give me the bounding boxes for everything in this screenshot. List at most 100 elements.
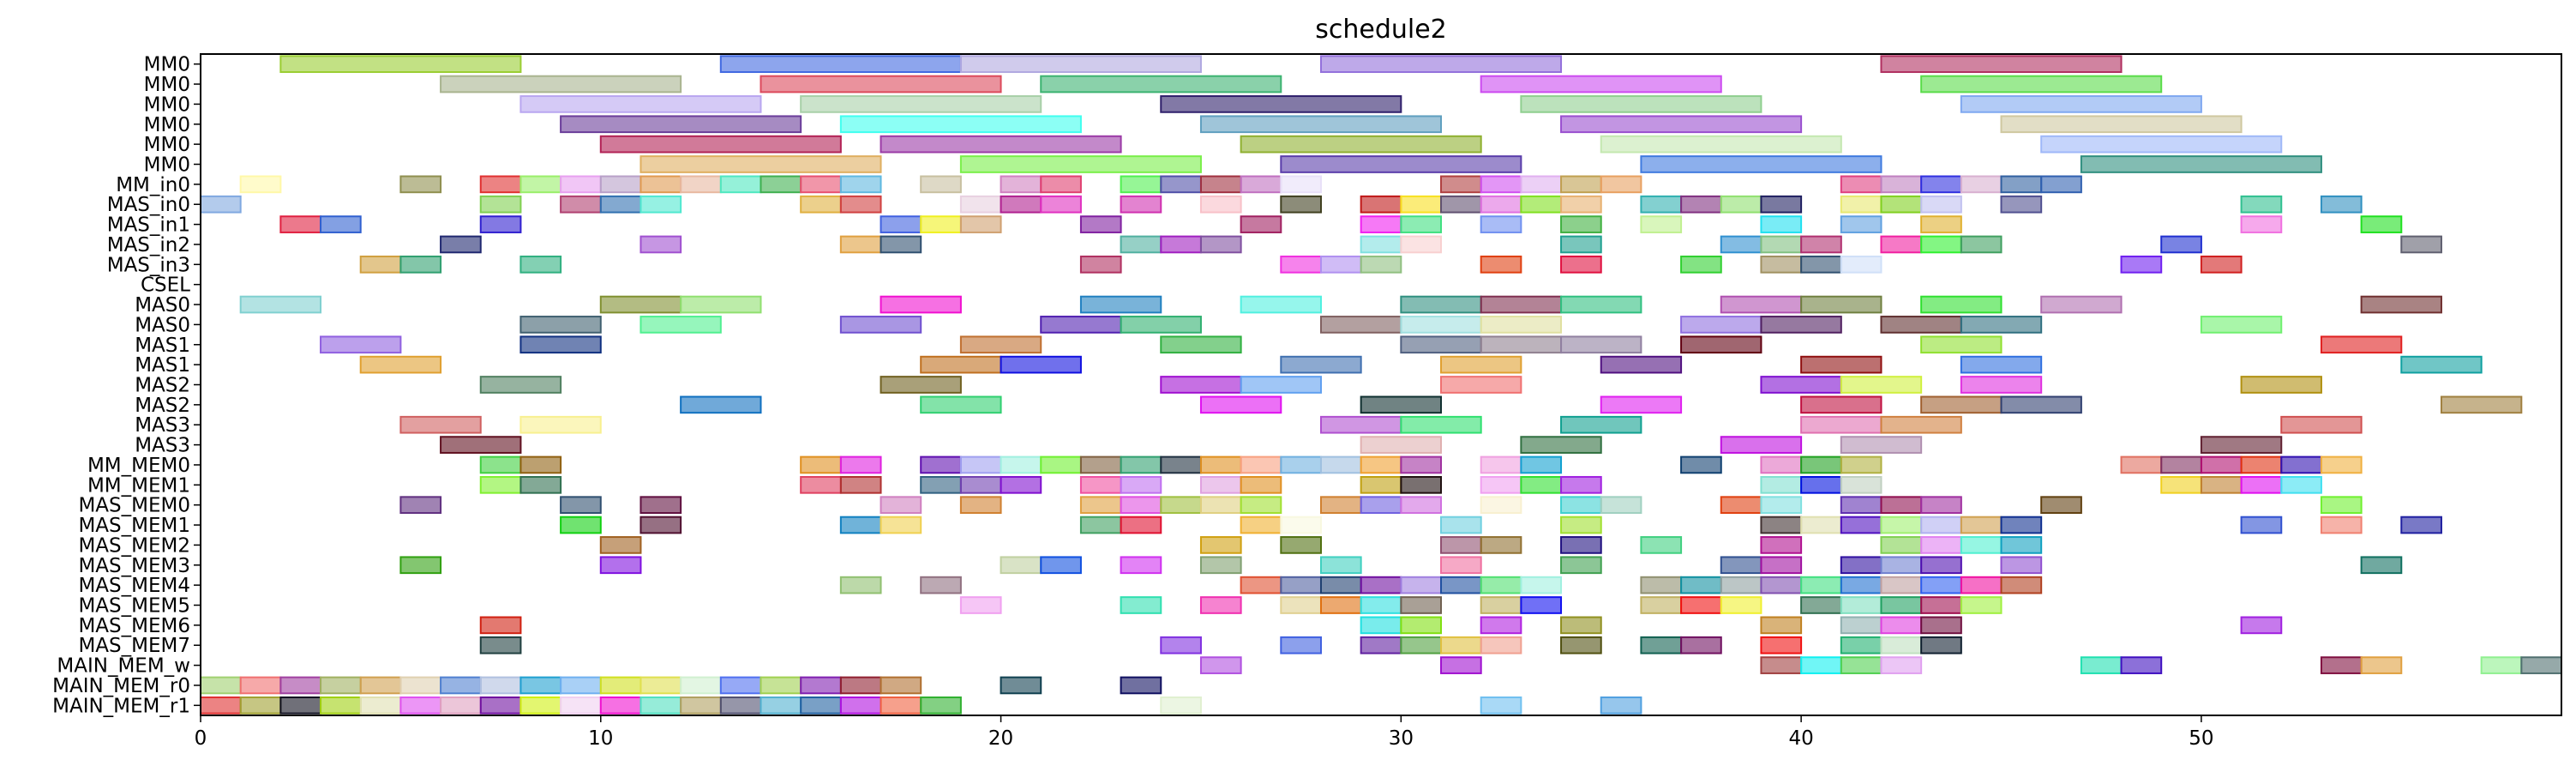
task-bar [1360,195,1402,214]
task-bar [1640,155,1882,173]
task-bar [2240,215,2283,233]
task-bar [1960,516,2003,534]
task-bar [1840,636,1882,654]
task-bar [2080,656,2123,674]
task-bar [1720,576,1762,594]
task-bar [2000,195,2043,214]
task-bar [880,496,922,515]
task-bar [1640,636,1683,654]
task-bar [560,516,602,534]
task-bar [1280,596,1322,614]
y-tick-label: MAS2 [135,375,190,397]
task-bar [1920,496,1962,515]
task-bar [1760,556,1803,575]
task-bar [399,676,442,695]
task-bar [479,195,522,214]
task-bar [1160,235,1202,254]
task-bar [920,455,962,474]
x-tick-label: 40 [1788,727,1813,750]
task-bar [1400,455,1443,474]
task-bar [599,536,642,554]
task-bar [1079,295,1162,314]
task-bar [1920,195,1962,214]
task-bar [1040,316,1122,334]
task-bar [1400,316,1482,334]
task-bar [1480,496,1522,515]
task-bar [1520,436,1602,454]
task-bar [1560,516,1602,534]
task-bar [1920,75,2163,93]
task-bar [2400,235,2442,254]
task-bar [2000,576,2043,594]
task-bar [1840,175,1882,194]
task-bar [2040,175,2082,194]
task-bar [399,696,442,715]
task-bar [1520,195,1563,214]
task-bar [1040,175,1082,194]
task-bar [1760,455,1803,474]
x-tick-label: 0 [195,727,207,750]
task-bar [1120,195,1162,214]
task-bar [760,696,802,715]
task-bar [2360,295,2442,314]
plot-frame [200,53,2562,716]
task-bar [599,556,642,575]
task-bar [1160,335,1242,354]
task-bar [1680,316,1762,334]
task-bar [1560,255,1602,274]
task-bar [1000,475,1042,494]
task-bar [880,215,922,233]
task-bar [1720,496,1762,515]
task-bar [1079,475,1122,494]
task-bar [639,496,682,515]
y-tick-label: MM0 [144,114,190,136]
task-bar [1319,255,1362,274]
task-bar [1960,355,2043,374]
task-bar [1600,696,1642,715]
task-bar [1880,596,1923,614]
task-bar [1280,516,1322,534]
task-bar [760,75,1002,93]
task-bar [1720,596,1762,614]
task-bar [1400,215,1443,233]
task-bar [440,436,522,454]
task-bar [1760,536,1803,554]
task-bar [1920,596,1962,614]
task-bar [1440,536,1482,554]
task-bar [1160,95,1402,113]
task-bar [1280,255,1322,274]
x-tick-label: 50 [2189,727,2213,750]
task-bar [1400,335,1482,354]
task-bar [639,155,882,173]
task-bar [1560,335,1642,354]
task-bar [239,175,282,194]
task-bar [1960,316,2043,334]
task-bar [2480,656,2523,674]
task-bar [560,696,602,715]
task-bar [1240,496,1282,515]
task-bar [1680,596,1722,614]
task-bar [1199,235,1242,254]
task-bar [1400,475,1443,494]
task-bar [1760,195,1803,214]
task-bar [519,455,562,474]
task-bar [800,696,842,715]
task-bar [1199,496,1242,515]
task-bar [2200,255,2243,274]
y-tick-label: MAS0 [135,294,190,317]
task-bar [1160,496,1202,515]
task-bar [320,676,362,695]
task-bar [1560,235,1602,254]
task-bar [1280,636,1322,654]
task-bar [1920,175,1962,194]
task-bar [1800,475,1842,494]
task-bar [680,395,762,414]
task-bar [1360,215,1402,233]
task-bar [2040,135,2283,154]
task-bar [519,475,562,494]
task-bar [2360,215,2403,233]
task-bar [2320,656,2363,674]
task-bar [1840,475,1882,494]
task-bar [1800,355,1882,374]
